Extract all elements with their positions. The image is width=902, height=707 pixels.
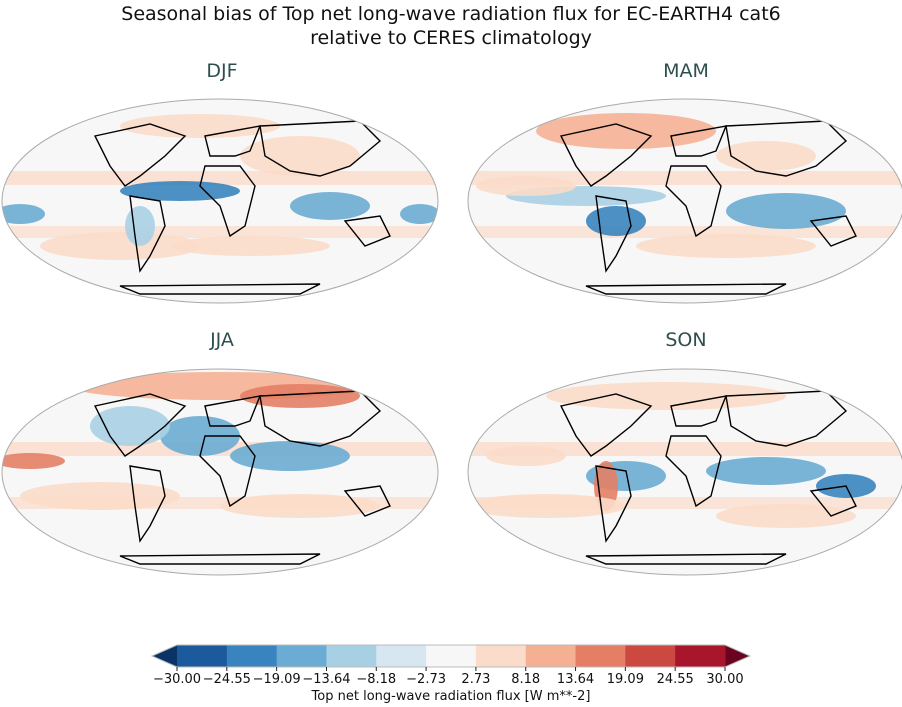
colorbar-extend-high [725, 645, 750, 667]
colorbar-tick-label: 13.64 [556, 672, 595, 687]
bias-region [636, 234, 816, 258]
bias-region [546, 382, 786, 410]
bias-region [90, 406, 170, 446]
coastline [670, 395, 728, 427]
panel-title-jja: JJA [210, 329, 234, 351]
coastline [343, 215, 391, 247]
colorbar-segment [426, 645, 477, 667]
bias-region [2, 204, 45, 224]
panel-title-djf: DJF [206, 60, 238, 82]
coastline [204, 395, 262, 427]
figure-subtitle: relative to CERES climatology [310, 27, 592, 49]
colorbar-segment [575, 645, 626, 667]
bias-region [586, 206, 646, 236]
map-border [467, 368, 902, 576]
coastline [595, 465, 632, 543]
colorbar-tick-label: −19.09 [252, 672, 301, 687]
panel-title-son: SON [665, 329, 707, 351]
coastline [585, 553, 787, 565]
coastline [119, 553, 321, 565]
colorbar-tick-label: 24.55 [656, 672, 694, 687]
colorbar-tick-label: −24.55 [202, 672, 251, 687]
bias-region [120, 114, 280, 138]
colorbar-segment [625, 645, 676, 667]
colorbar-segment [177, 645, 228, 667]
coastline [665, 435, 722, 508]
map-border [467, 98, 902, 304]
bias-region [20, 482, 180, 510]
coastline [93, 123, 187, 187]
bias-region [468, 494, 626, 518]
bias-region [40, 232, 200, 260]
coastline [204, 125, 262, 157]
coastline [343, 485, 391, 517]
coastline [129, 195, 166, 273]
coastline [199, 165, 256, 238]
bias-region [2, 453, 65, 469]
map-border [1, 368, 439, 576]
colorbar-label: Top net long-wave radiation flux [W m**-… [311, 689, 591, 704]
colorbar-segment [276, 645, 327, 667]
coastline [809, 215, 857, 247]
map-djf [1, 98, 439, 304]
coastline [129, 465, 166, 543]
colorbar-segment [376, 645, 427, 667]
colorbar-tick-label: −2.73 [406, 672, 446, 687]
map-jja [1, 368, 439, 576]
bias-region [220, 494, 380, 518]
colorbar-tick-label: 19.09 [606, 672, 644, 687]
colorbar-tick-label: 2.73 [461, 672, 491, 687]
bias-region [706, 457, 826, 485]
bias-region [716, 141, 816, 171]
figure-title: Seasonal bias of Top net long-wave radia… [121, 3, 781, 25]
colorbar-tick-label: −30.00 [152, 672, 202, 687]
bias-region [716, 504, 856, 528]
coastline [809, 485, 857, 517]
colorbar-tick-label: −13.64 [302, 672, 351, 687]
map-mam [467, 98, 902, 304]
colorbar [150, 644, 752, 671]
bias-region [290, 192, 370, 220]
bias-region [400, 204, 438, 224]
colorbar-extend-low [152, 645, 177, 667]
coastline [595, 195, 632, 273]
colorbar-segment [326, 645, 377, 667]
coastline [199, 435, 256, 508]
bias-region [536, 113, 716, 149]
bias-region [240, 136, 360, 176]
panel-title-mam: MAM [663, 60, 709, 82]
colorbar-segment [226, 645, 278, 667]
coastline [559, 123, 653, 187]
coastline [585, 283, 787, 295]
colorbar-segment [525, 645, 577, 667]
colorbar-segment [675, 645, 726, 667]
colorbar-segment [475, 645, 527, 667]
map-border [1, 98, 439, 304]
coastline [670, 125, 728, 157]
colorbar-tick-label: 8.18 [511, 672, 541, 687]
bias-region [726, 193, 846, 229]
bias-region [230, 441, 350, 471]
bias-region [125, 206, 155, 246]
bias-region [486, 446, 566, 466]
bias-region [170, 236, 330, 256]
bias-region [240, 384, 360, 408]
colorbar-tick-label: 30.00 [706, 672, 744, 687]
map-son [467, 368, 902, 576]
coastline [559, 393, 653, 457]
bias-region [476, 176, 576, 196]
colorbar-tick-label: −8.18 [356, 672, 397, 687]
coastline [119, 283, 321, 295]
coastline [93, 393, 187, 457]
coastline [665, 165, 722, 238]
